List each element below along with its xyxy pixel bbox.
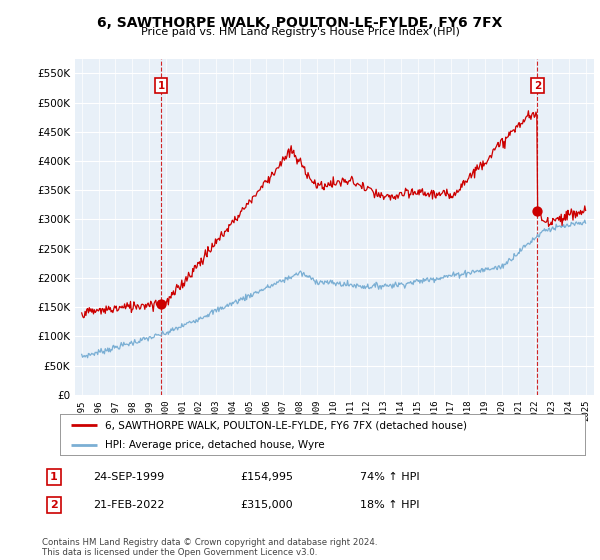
Text: 24-SEP-1999: 24-SEP-1999 [93,472,164,482]
Text: Contains HM Land Registry data © Crown copyright and database right 2024.
This d: Contains HM Land Registry data © Crown c… [42,538,377,557]
Text: £154,995: £154,995 [240,472,293,482]
Text: 2: 2 [50,500,58,510]
Text: 6, SAWTHORPE WALK, POULTON-LE-FYLDE, FY6 7FX: 6, SAWTHORPE WALK, POULTON-LE-FYLDE, FY6… [97,16,503,30]
Point [157,300,166,309]
Point [533,206,542,215]
Text: 1: 1 [158,81,165,91]
Text: 21-FEB-2022: 21-FEB-2022 [93,500,164,510]
Text: 2: 2 [534,81,541,91]
Text: 1: 1 [50,472,58,482]
Text: 6, SAWTHORPE WALK, POULTON-LE-FYLDE, FY6 7FX (detached house): 6, SAWTHORPE WALK, POULTON-LE-FYLDE, FY6… [104,421,467,430]
Text: £315,000: £315,000 [240,500,293,510]
Text: 18% ↑ HPI: 18% ↑ HPI [360,500,419,510]
Text: HPI: Average price, detached house, Wyre: HPI: Average price, detached house, Wyre [104,440,324,450]
Text: Price paid vs. HM Land Registry's House Price Index (HPI): Price paid vs. HM Land Registry's House … [140,27,460,37]
Text: 74% ↑ HPI: 74% ↑ HPI [360,472,419,482]
